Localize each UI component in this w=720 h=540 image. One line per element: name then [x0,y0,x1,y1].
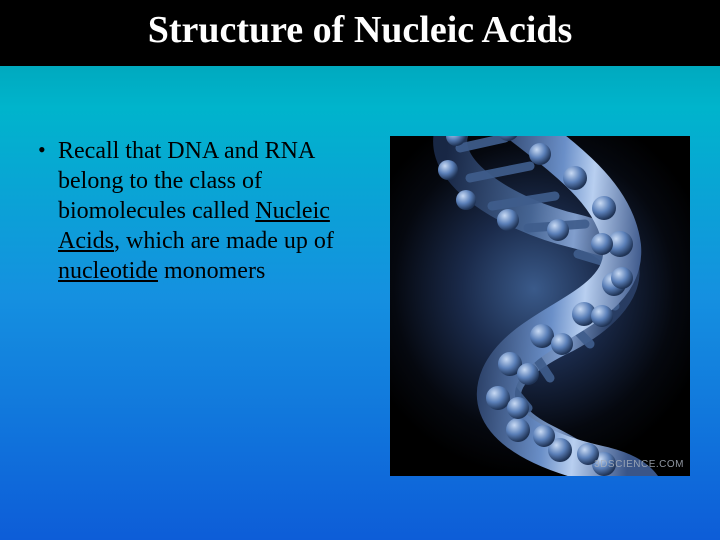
image-watermark: 3DSCIENCE.COM [594,459,684,470]
slide-title: Structure of Nucleic Acids [0,8,720,52]
dna-helix-icon [390,136,690,476]
text-column: Recall that DNA and RNA belong to the cl… [30,136,370,476]
bullet-item: Recall that DNA and RNA belong to the cl… [30,136,370,286]
content-row: Recall that DNA and RNA belong to the cl… [0,66,720,476]
dna-image: 3DSCIENCE.COM [390,136,690,476]
term-nucleotide: nucleotide [58,258,158,284]
bullet-list: Recall that DNA and RNA belong to the cl… [30,136,370,286]
bullet-text-post: monomers [158,258,265,284]
bullet-text-mid: , which are made up of [114,228,334,254]
title-bar: Structure of Nucleic Acids [0,0,720,66]
slide: Structure of Nucleic Acids Recall that D… [0,0,720,540]
